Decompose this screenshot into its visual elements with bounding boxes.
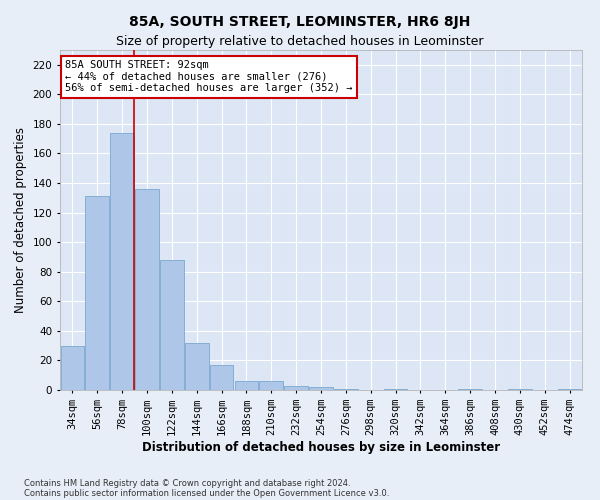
- Text: Contains public sector information licensed under the Open Government Licence v3: Contains public sector information licen…: [24, 488, 389, 498]
- Bar: [185, 342, 209, 390]
- Text: 85A SOUTH STREET: 92sqm
← 44% of detached houses are smaller (276)
56% of semi-d: 85A SOUTH STREET: 92sqm ← 44% of detache…: [65, 60, 353, 94]
- Bar: [259, 381, 283, 390]
- Bar: [160, 260, 184, 390]
- Bar: [110, 133, 134, 390]
- Bar: [508, 388, 532, 390]
- Bar: [284, 386, 308, 390]
- Text: Size of property relative to detached houses in Leominster: Size of property relative to detached ho…: [116, 35, 484, 48]
- Bar: [458, 388, 482, 390]
- Bar: [384, 388, 407, 390]
- Y-axis label: Number of detached properties: Number of detached properties: [14, 127, 27, 313]
- Bar: [135, 189, 159, 390]
- Bar: [85, 196, 109, 390]
- Bar: [558, 388, 581, 390]
- Text: 85A, SOUTH STREET, LEOMINSTER, HR6 8JH: 85A, SOUTH STREET, LEOMINSTER, HR6 8JH: [130, 15, 470, 29]
- Bar: [210, 365, 233, 390]
- Bar: [334, 388, 358, 390]
- X-axis label: Distribution of detached houses by size in Leominster: Distribution of detached houses by size …: [142, 440, 500, 454]
- Bar: [61, 346, 84, 390]
- Bar: [309, 387, 333, 390]
- Text: Contains HM Land Registry data © Crown copyright and database right 2024.: Contains HM Land Registry data © Crown c…: [24, 478, 350, 488]
- Bar: [235, 381, 258, 390]
